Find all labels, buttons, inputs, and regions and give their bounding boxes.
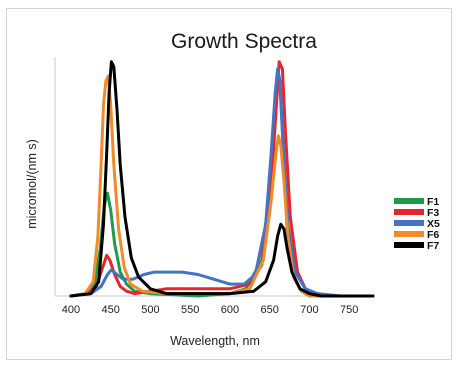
legend-swatch-f7 — [394, 242, 424, 248]
legend-swatch-f3 — [394, 209, 424, 215]
x-tick-label-400: 400 — [62, 304, 80, 316]
x-tick-label-750: 750 — [340, 304, 358, 316]
chart-title: Growth Spectra — [171, 30, 317, 53]
x-tick-labels: 400 450 500 550 600 650 700 750 — [62, 304, 359, 316]
series-line-f6 — [69, 74, 375, 298]
chart-svg: Growth Spectra micromol/(nm s) Wavelengt… — [25, 30, 440, 348]
x-tick-label-700: 700 — [300, 304, 318, 316]
series-layer — [69, 60, 375, 298]
x-tick-label-600: 600 — [221, 304, 239, 316]
legend-label-f7: F7 — [427, 240, 439, 252]
x-axis-title: Wavelength, nm — [170, 334, 260, 348]
legend-label-x5: X5 — [427, 218, 440, 230]
legend-label-f1: F1 — [427, 196, 439, 208]
x-tick-label-500: 500 — [141, 304, 159, 316]
chart-frame: Growth Spectra micromol/(nm s) Wavelengt… — [6, 8, 452, 360]
legend-swatch-f6 — [394, 231, 424, 237]
series-line-f7 — [69, 60, 375, 298]
y-axis-title: micromol/(nm s) — [25, 139, 39, 229]
x-tick-label-450: 450 — [101, 304, 119, 316]
series-line-f3 — [69, 60, 375, 298]
legend-label-f3: F3 — [427, 207, 439, 219]
legend-label-f6: F6 — [427, 229, 439, 241]
x-tick-label-550: 550 — [181, 304, 199, 316]
legend-swatch-f1 — [394, 198, 424, 204]
x-tick-label-650: 650 — [260, 304, 278, 316]
legend-swatch-x5 — [394, 220, 424, 226]
series-line-x5 — [69, 67, 375, 298]
